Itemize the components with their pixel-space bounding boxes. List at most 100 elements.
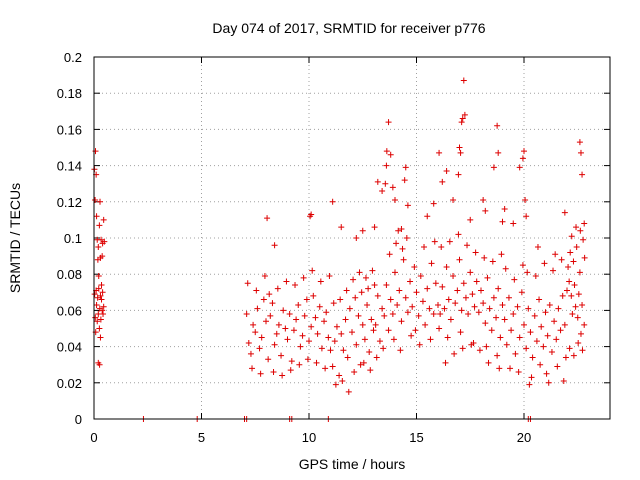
data-point [514,303,521,310]
data-point [359,321,366,328]
y-tick-label: 0.14 [57,159,82,174]
data-point [389,311,396,318]
data-point [454,287,461,294]
data-point [254,305,261,312]
data-point [93,301,100,308]
data-point [426,305,433,312]
data-point [351,368,358,375]
data-point [441,305,448,312]
data-point [459,115,466,122]
data-point [540,343,547,350]
data-point [538,323,545,330]
data-point [516,164,523,171]
data-point [95,273,102,280]
data-point [313,359,320,366]
data-point [467,269,474,276]
data-point [570,352,577,359]
data-point [573,224,580,231]
data-point [392,269,398,276]
data-point [505,294,512,301]
data-point [399,245,406,252]
data-point [253,287,260,294]
data-point [490,294,497,301]
data-point [258,334,265,341]
data-point [459,345,466,352]
data-point [499,301,506,308]
data-point [308,323,315,330]
data-point [297,343,304,350]
data-point [366,349,373,356]
data-point [537,361,544,368]
data-point [456,144,463,151]
data-point [573,244,580,251]
data-point [543,370,550,377]
data-point [546,301,553,308]
data-point [264,215,271,222]
data-point [432,280,439,287]
data-point [462,294,469,301]
data-point [544,332,551,339]
data-point [581,321,588,328]
data-point [447,316,454,323]
data-point [249,365,256,372]
data-point [100,311,107,318]
y-tick-label: 0.12 [57,195,82,210]
data-point [99,289,106,296]
data-point [435,301,441,308]
data-point [416,341,423,348]
data-point [452,300,459,307]
data-point [482,320,489,327]
data-point [93,213,100,220]
data-point [306,338,312,345]
data-point [92,196,99,203]
data-point [95,244,102,251]
data-point [261,273,268,280]
data-point [518,289,525,296]
data-point [442,359,449,366]
data-point [352,294,359,301]
data-point [460,280,467,287]
data-points [91,77,588,422]
grid [94,57,610,419]
data-point [368,316,375,323]
data-point [541,260,548,267]
data-point [422,321,429,328]
data-point [417,273,424,280]
data-point [576,139,583,146]
data-point [97,198,104,205]
data-point [421,244,428,251]
data-point [362,274,369,281]
data-point [243,311,250,318]
data-point [497,334,504,341]
data-point [572,303,579,310]
data-point [309,267,316,274]
data-point [379,305,386,312]
data-point [501,316,508,323]
data-point [404,309,411,316]
data-point [256,345,263,352]
data-point [404,202,411,209]
data-point [533,338,540,345]
data-point [430,200,437,207]
data-point [436,149,443,156]
data-point [265,356,272,363]
data-point [529,354,536,361]
data-point [299,332,306,339]
data-point [470,339,477,346]
data-point [565,263,572,270]
data-point [575,291,582,298]
data-point [336,372,343,379]
data-point [557,327,564,334]
data-point [446,238,453,245]
data-point [293,316,300,323]
data-point [303,296,310,303]
data-point [438,244,445,251]
data-point [267,312,274,319]
data-point [273,330,280,337]
data-point [579,347,586,354]
data-point [95,285,102,292]
data-point [499,218,506,225]
data-point [283,278,290,285]
data-point [483,343,490,350]
data-point [92,314,99,321]
